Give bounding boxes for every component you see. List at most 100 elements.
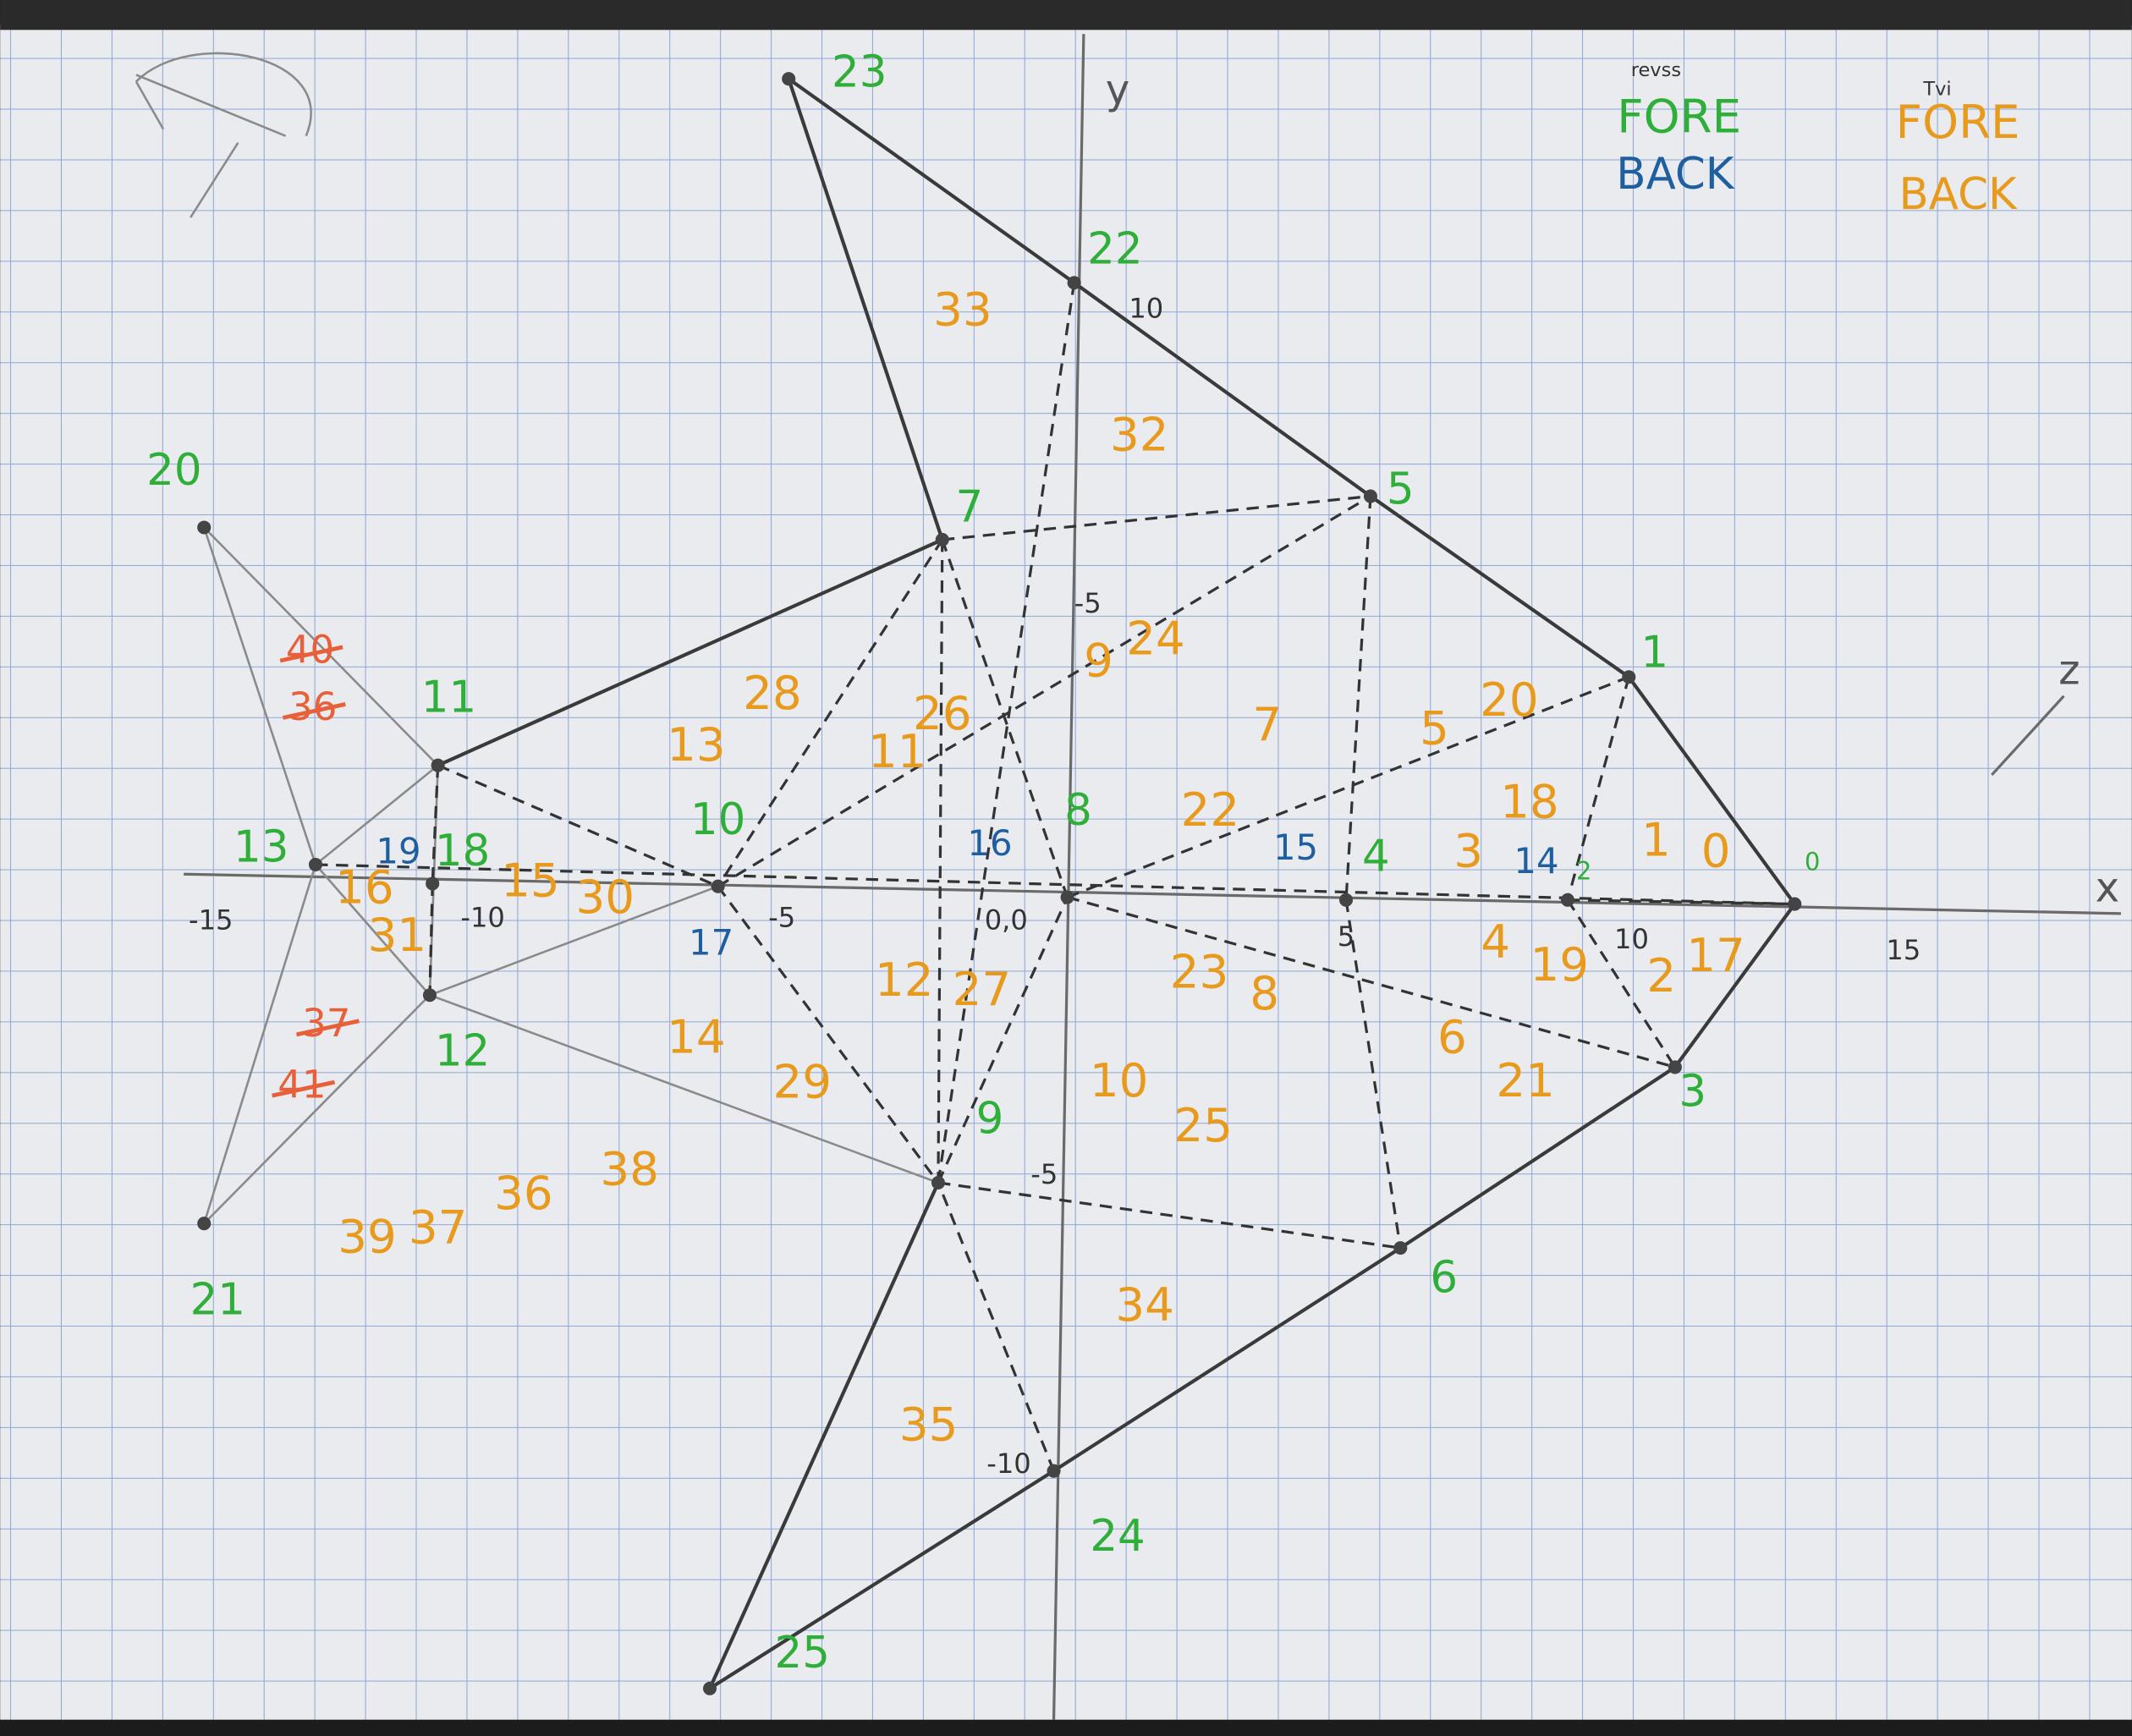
- vertex-label: 9: [976, 1094, 1004, 1145]
- strike: [295, 1019, 360, 1037]
- edge: [1052, 1246, 1402, 1473]
- vertex: [702, 1681, 717, 1695]
- edge: [1627, 675, 1796, 905]
- edge: [1344, 899, 1402, 1249]
- face-label: 38: [600, 1141, 659, 1195]
- edge: [1067, 896, 1676, 1069]
- top-edge: [0, 0, 2132, 30]
- edge: [437, 538, 943, 767]
- face-label: 2: [1646, 948, 1676, 1003]
- face-label: 5: [1420, 701, 1449, 755]
- edge: [717, 885, 940, 1184]
- vertex-label: 5: [1387, 464, 1415, 515]
- face-label: 6: [1437, 1009, 1467, 1063]
- face-label: 11: [868, 724, 927, 778]
- edge: [1399, 1065, 1677, 1250]
- y-axis: [1052, 34, 1085, 1720]
- face-label: 0: [1701, 823, 1731, 877]
- legend-text: FORE: [1896, 95, 2020, 149]
- vertex: [1622, 670, 1636, 684]
- face-label: 36: [494, 1166, 553, 1220]
- vertex: [426, 876, 440, 891]
- vertex-label: 20: [146, 445, 201, 496]
- face-label: 22: [1181, 783, 1240, 837]
- vertex-label: 0: [1805, 847, 1820, 876]
- axis-label: z: [2058, 646, 2080, 694]
- edge: [1566, 898, 1677, 1069]
- vertex: [308, 857, 323, 872]
- face-label: 10: [1090, 1053, 1149, 1107]
- index-label: 17: [689, 921, 734, 963]
- face-label: 29: [773, 1054, 832, 1108]
- face-label: 35: [899, 1397, 959, 1451]
- edge: [942, 494, 1371, 541]
- edge: [787, 77, 1075, 284]
- vertex-label: 12: [435, 1025, 490, 1076]
- vertex-label: 3: [1679, 1067, 1706, 1118]
- legend-text: revss: [1631, 59, 1681, 81]
- vertex: [1060, 890, 1074, 904]
- face-label: 25: [1174, 1098, 1234, 1152]
- tick-label: -10: [460, 901, 504, 933]
- vertex-label: 6: [1430, 1253, 1458, 1304]
- tick-label: -10: [986, 1448, 1030, 1480]
- tick-label: 0,0: [985, 904, 1028, 936]
- vertex-label: 4: [1362, 832, 1390, 882]
- legend-text: BACK: [1899, 169, 2018, 220]
- vertex: [1067, 276, 1081, 290]
- axis-label: x: [2096, 865, 2120, 912]
- legend-text: BACK: [1616, 149, 1734, 200]
- vertex: [1047, 1464, 1061, 1478]
- face-label: 12: [875, 953, 934, 1007]
- face-label: 24: [1126, 612, 1185, 666]
- legend-text: FORE: [1617, 90, 1741, 144]
- face-label: 33: [933, 283, 992, 337]
- edge: [787, 78, 944, 541]
- tick-label: -5: [1074, 587, 1102, 619]
- face-label: 32: [1110, 408, 1169, 462]
- face-label: 21: [1496, 1053, 1555, 1107]
- face-label: 31: [368, 908, 427, 962]
- face-label: 30: [576, 870, 635, 924]
- edge: [203, 527, 317, 865]
- strike: [279, 645, 343, 663]
- edge: [203, 994, 431, 1225]
- tick-label: 10: [1129, 292, 1163, 324]
- edge: [203, 864, 317, 1224]
- edge: [717, 539, 944, 887]
- edge: [429, 994, 939, 1184]
- face-label: 16: [335, 860, 394, 915]
- vertex-label: 24: [1090, 1511, 1145, 1562]
- vertex-label: 23: [832, 47, 887, 97]
- edge: [1566, 676, 1630, 901]
- vertex-label: 18: [435, 826, 490, 876]
- edge: [1673, 903, 1796, 1069]
- vertex: [1788, 897, 1802, 911]
- vertex: [931, 1175, 945, 1190]
- legend-text: Tvi: [1922, 79, 1951, 101]
- edge: [315, 864, 431, 997]
- strike: [272, 1080, 336, 1098]
- vertex: [1393, 1241, 1408, 1255]
- vertex: [1363, 489, 1377, 503]
- face-label: 8: [1250, 966, 1279, 1020]
- edge: [708, 1182, 940, 1689]
- edge: [429, 885, 719, 997]
- vertex: [431, 758, 445, 772]
- edge: [937, 1181, 1401, 1250]
- face-label: 27: [953, 962, 1012, 1016]
- edge: [203, 526, 439, 766]
- face-label: 14: [667, 1009, 726, 1063]
- edge: [437, 764, 719, 888]
- face-label: 4: [1481, 915, 1510, 969]
- vertex: [1338, 893, 1354, 907]
- face-label: 9: [1084, 633, 1113, 687]
- edge: [937, 539, 944, 1184]
- face-label: 20: [1480, 673, 1539, 727]
- face-label: 18: [1500, 774, 1559, 828]
- edge: [708, 1469, 1055, 1690]
- face-label: 7: [1252, 697, 1282, 751]
- vertex-label: 1: [1640, 628, 1668, 678]
- face-label: 34: [1115, 1277, 1174, 1332]
